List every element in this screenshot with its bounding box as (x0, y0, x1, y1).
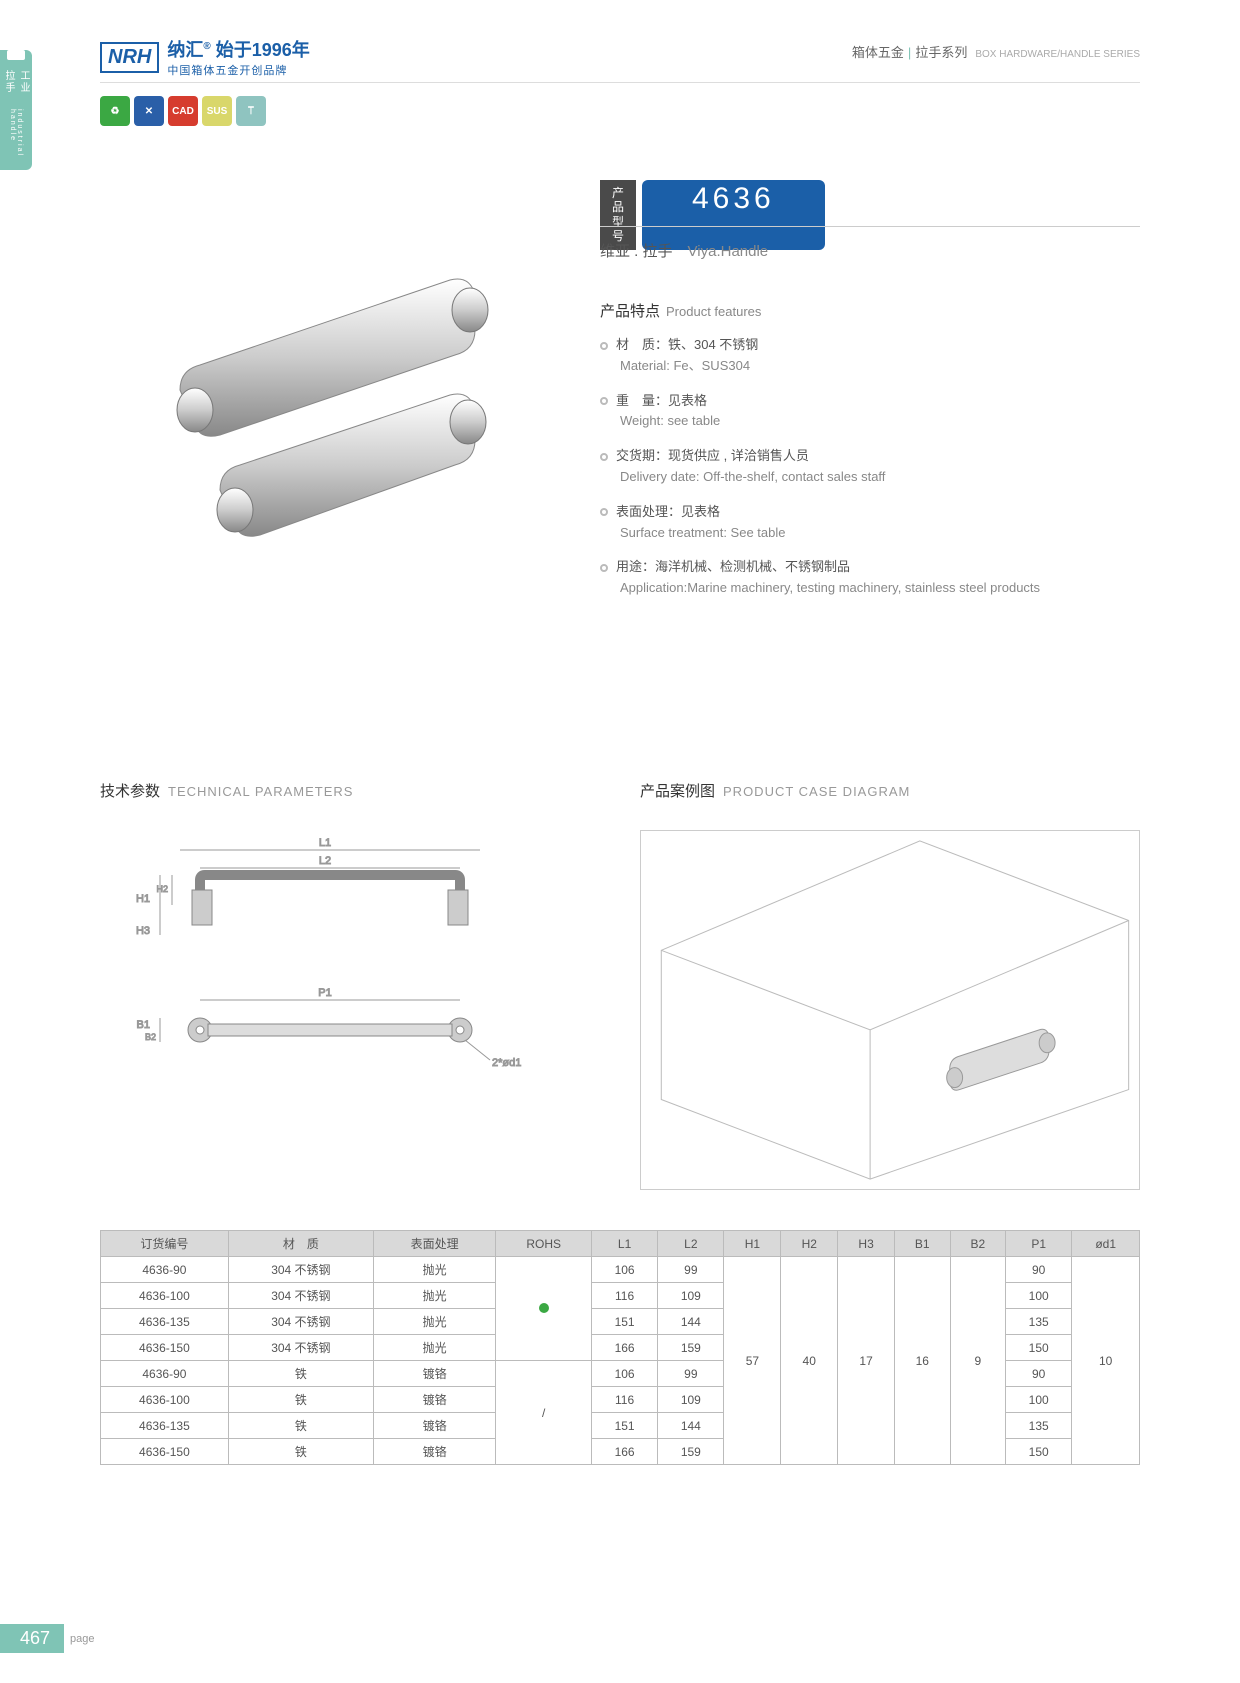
logo-cn: 纳汇 (167, 40, 203, 60)
category-sub: 拉手系列 (915, 45, 967, 60)
logo-brand: NRH (100, 42, 159, 73)
model-divider (600, 226, 1140, 227)
badge-tool-icon: ✕ (134, 96, 164, 126)
side-tab-en: industrial handle (9, 109, 23, 170)
table-header: ROHS (496, 1231, 592, 1257)
table-header: B1 (895, 1231, 951, 1257)
badge-screw-icon: ⟙ (236, 96, 266, 126)
feature-item: 用途：海洋机械、检测机械、不锈钢制品Application:Marine mac… (600, 557, 1140, 599)
page-footer: 467 page (0, 1624, 95, 1653)
table-header: H3 (838, 1231, 895, 1257)
logo: NRH 纳汇® 始于1996年 中国箱体五金开创品牌 (100, 36, 310, 78)
spec-table: 订货编号材 质表面处理ROHSL1L2H1H2H3B1B2P1ød1 4636-… (100, 1230, 1140, 1465)
svg-text:B2: B2 (145, 1032, 156, 1042)
side-tab-cn: 工业拉手 (1, 70, 31, 105)
tech-title: 技术参数TECHNICAL PARAMETERS (100, 780, 353, 801)
svg-text:H2: H2 (156, 884, 168, 894)
model-name: 维亚 . 拉手 Viya.Handle (600, 240, 768, 261)
case-title: 产品案例图PRODUCT CASE DIAGRAM (640, 780, 910, 801)
table-header: B2 (950, 1231, 1006, 1257)
features-title: 产品特点Product features (600, 300, 1140, 321)
badge-cad-icon: CAD (168, 96, 198, 126)
header-category: 箱体五金|拉手系列BOX HARDWARE/HANDLE SERIES (852, 36, 1140, 61)
table-header: ød1 (1072, 1231, 1140, 1257)
table-row: 4636-90304 不锈钢抛光106995740171699010 (101, 1257, 1140, 1283)
logo-sub: 中国箱体五金开创品牌 (167, 62, 309, 78)
svg-text:2*ød1: 2*ød1 (492, 1057, 521, 1069)
category-en: BOX HARDWARE/HANDLE SERIES (975, 49, 1140, 60)
feature-item: 表面处理：见表格Surface treatment: See table (600, 502, 1140, 544)
svg-text:H3: H3 (136, 925, 150, 937)
table-header: H1 (724, 1231, 781, 1257)
header-divider (100, 82, 1140, 83)
side-tab: 工业拉手 industrial handle (0, 50, 32, 170)
svg-text:L1: L1 (319, 837, 331, 849)
technical-drawing: L1 L2 H1 H2 H3 P1 B1 B2 2*ød1 (100, 830, 540, 1190)
svg-text:B1: B1 (137, 1019, 150, 1031)
features-block: 产品特点Product features 材 质：铁、304 不锈钢Materi… (600, 300, 1140, 613)
table-header: 材 质 (228, 1231, 373, 1257)
feature-item: 材 质：铁、304 不锈钢Material: Fe、SUS304 (600, 335, 1140, 377)
svg-text:P1: P1 (318, 987, 331, 999)
page-label: page (70, 1633, 94, 1645)
category-cn: 箱体五金 (852, 45, 904, 60)
product-photo (130, 180, 550, 560)
table-header: L1 (591, 1231, 657, 1257)
table-header: L2 (658, 1231, 724, 1257)
handle-icon (7, 50, 25, 60)
table-header: 表面处理 (373, 1231, 495, 1257)
page-header: NRH 纳汇® 始于1996年 中国箱体五金开创品牌 箱体五金|拉手系列BOX … (100, 36, 1140, 78)
feature-item: 重 量：见表格Weight: see table (600, 391, 1140, 433)
cert-badges: ♻ ✕ CAD SUS ⟙ (100, 96, 266, 126)
table-header: 订货编号 (101, 1231, 229, 1257)
badge-sus-icon: SUS (202, 96, 232, 126)
case-drawing (640, 830, 1140, 1190)
page-number: 467 (0, 1624, 64, 1653)
table-header: H2 (781, 1231, 838, 1257)
svg-text:H1: H1 (136, 893, 150, 905)
svg-text:L2: L2 (319, 855, 331, 867)
table-header: P1 (1006, 1231, 1072, 1257)
feature-item: 交货期：现货供应 , 详洽销售人员Delivery date: Off-the-… (600, 446, 1140, 488)
badge-eco-icon: ♻ (100, 96, 130, 126)
logo-year: 始于1996年 (216, 40, 310, 60)
